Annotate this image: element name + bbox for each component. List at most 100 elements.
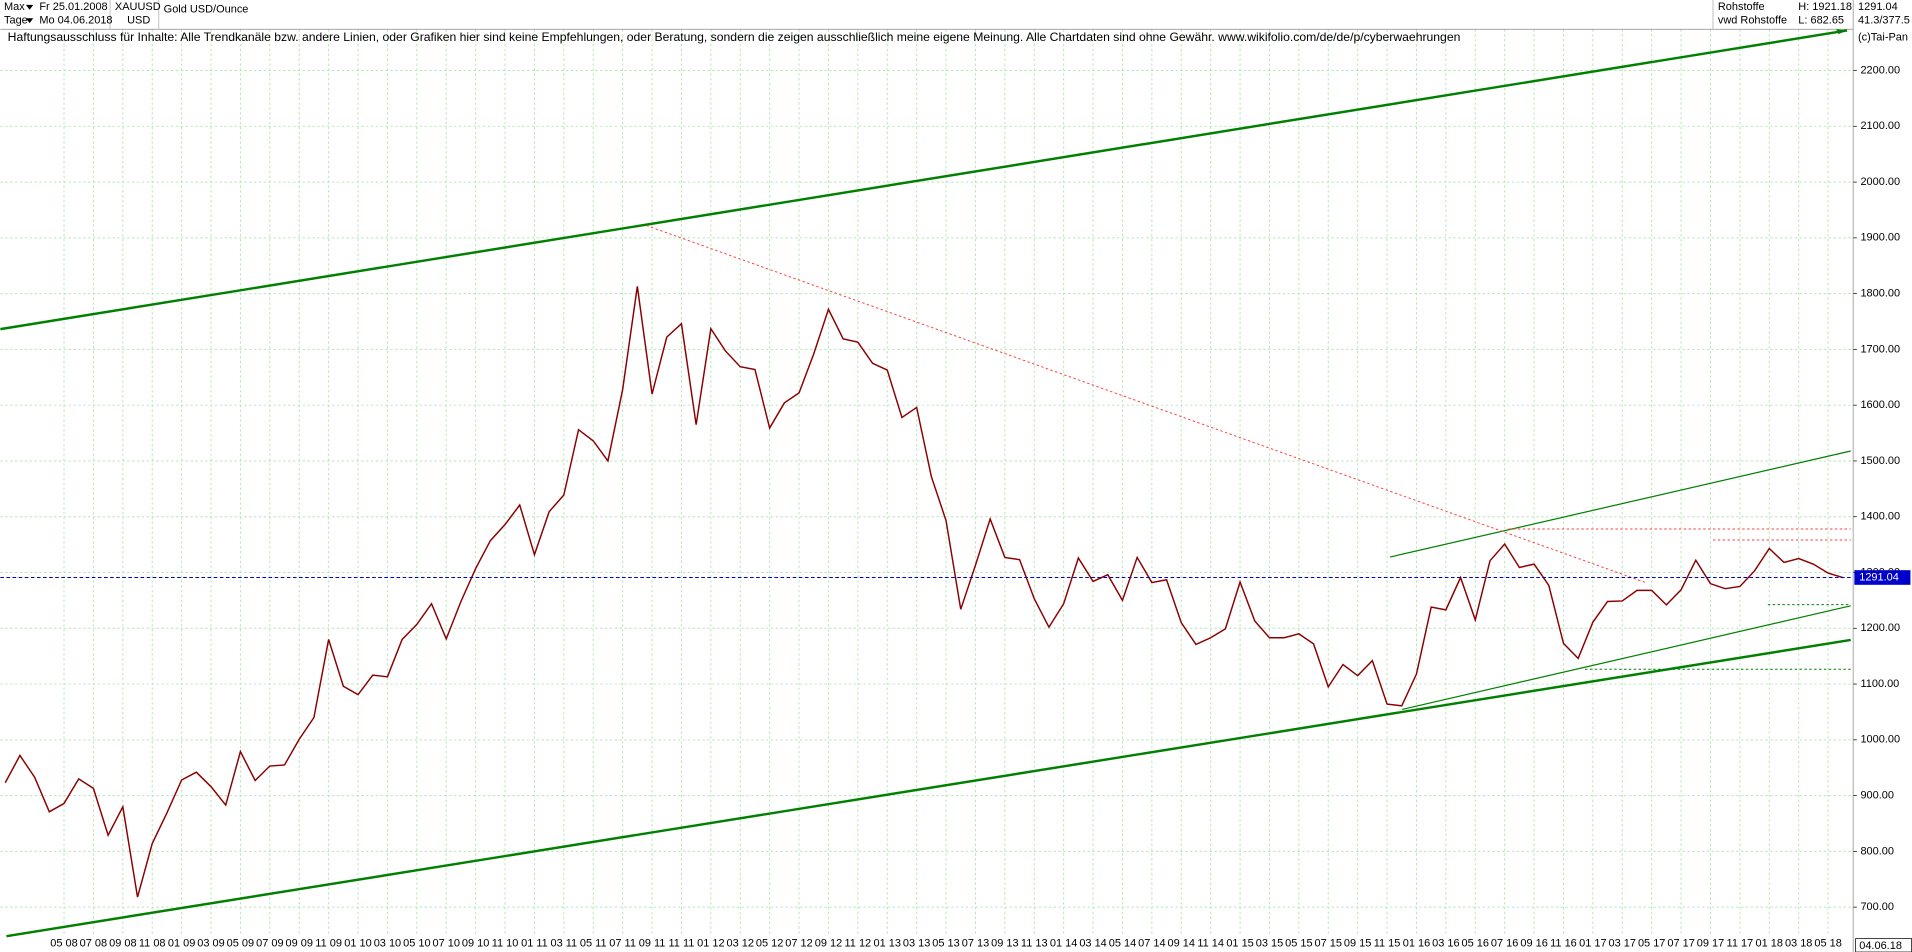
x-tick-label: 05 16 — [1462, 937, 1489, 949]
x-tick-label: 07 08 — [80, 937, 107, 949]
x-tick-label: 09 12 — [815, 937, 842, 949]
x-tick-label: 05 17 — [1638, 937, 1665, 949]
y-tick-label: 1700.00 — [1860, 343, 1900, 355]
y-tick-label: 2000.00 — [1860, 176, 1900, 188]
x-tick-label: 05 12 — [756, 937, 783, 949]
y-tick-label: 1900.00 — [1860, 232, 1900, 244]
x-tick-label: 01 14 — [1050, 937, 1077, 949]
period-select[interactable]: Tage — [4, 15, 28, 27]
trend-line — [1389, 450, 1851, 558]
trend-channel-upper — [0, 29, 1848, 331]
last-price-label: 1291.04 — [1859, 571, 1899, 583]
price-line — [4, 286, 1843, 898]
disclaimer: Haftungsausschluss für Inhalte: Alle Tre… — [8, 30, 1461, 44]
x-tick-label: 07 11 — [609, 937, 636, 949]
y-tick-label: 700.00 — [1860, 901, 1894, 913]
x-tick-label: 09 14 — [1168, 937, 1195, 949]
x-tick-label: 09 10 — [462, 937, 489, 949]
x-tick-label: 07 15 — [1315, 937, 1342, 949]
x-tick-label: 03 10 — [374, 937, 401, 949]
y-tick-label: 1100.00 — [1860, 678, 1899, 690]
x-tick-label: 09 13 — [991, 937, 1018, 949]
x-tick-label: 11 12 — [845, 937, 872, 949]
cursor-date: 04.06.18 — [1859, 940, 1902, 952]
x-tick-label: 07 12 — [785, 937, 812, 949]
x-tick-label: 09 15 — [1344, 937, 1371, 949]
currency: USD — [127, 15, 150, 27]
x-tick-label: 11 15 — [1374, 937, 1401, 949]
x-tick-label: 11 16 — [1550, 937, 1577, 949]
x-tick-label: 11 11 — [669, 937, 695, 949]
y-tick-label: 1800.00 — [1860, 288, 1900, 300]
grid: 700.00 800.00 900.00 1000.00 1100.00 1200.00 1… — [0, 29, 1900, 949]
symbol: XAUUSD — [115, 1, 161, 13]
x-tick-label: 11 09 — [315, 937, 342, 949]
header-bar — [0, 0, 1912, 30]
last-price: 1291.04 — [1858, 1, 1898, 13]
x-tick-label: 05 11 — [580, 937, 607, 949]
x-tick-label: 01 12 — [697, 937, 724, 949]
x-tick-label: 11 17 — [1727, 937, 1754, 949]
x-tick-label: 09 17 — [1697, 937, 1724, 949]
range-select[interactable]: Max — [4, 1, 25, 13]
x-tick-label: 03 13 — [903, 937, 930, 949]
marks: 1291.04 — [0, 286, 1911, 898]
resistance-line — [646, 225, 1647, 584]
high: H: 1921.18 — [1798, 1, 1852, 13]
y-tick-label: 1000.00 — [1860, 734, 1900, 746]
y-tick-label: 1600.00 — [1860, 399, 1900, 411]
chart-title: Gold USD/Ounce — [164, 4, 249, 16]
y-tick-label: 1500.00 — [1860, 455, 1900, 467]
x-tick-label: 03 14 — [1079, 937, 1106, 949]
trend-line — [1401, 605, 1851, 711]
x-tick-label: 01 13 — [874, 937, 901, 949]
x-tick-label: 11 10 — [492, 937, 519, 949]
x-tick-label: 09 08 — [109, 937, 136, 949]
x-tick-label: 01 15 — [1226, 937, 1253, 949]
x-tick-label: 07 17 — [1667, 937, 1694, 949]
trend-channel-lower — [6, 638, 1851, 938]
copyright: (c)Tai-Pan — [1858, 32, 1908, 44]
y-tick-label: 900.00 — [1860, 789, 1894, 801]
x-tick-label: 09 11 — [639, 937, 666, 949]
low: L: 682.65 — [1798, 15, 1844, 27]
y-tick-label: 1400.00 — [1860, 511, 1900, 523]
x-tick-label: 01 18 — [1756, 937, 1783, 949]
y-tick-label: 2100.00 — [1860, 120, 1900, 132]
x-tick-label: 03 18 — [1785, 937, 1812, 949]
x-tick-label: 01 09 — [168, 937, 195, 949]
x-tick-label: 03 17 — [1609, 937, 1636, 949]
x-tick-label: 07 16 — [1491, 937, 1518, 949]
source: vwd Rohstoffe — [1718, 15, 1787, 27]
scale: 41.3/377.5 — [1858, 15, 1910, 27]
x-tick-label: 01 10 — [344, 937, 371, 949]
trend-arrow — [1836, 29, 1848, 35]
x-tick-label: 05 14 — [1109, 937, 1136, 949]
x-tick-label: 03 16 — [1432, 937, 1459, 949]
y-tick-label: 1200.00 — [1860, 622, 1900, 634]
x-tick-label: 03 09 — [197, 937, 224, 949]
x-tick-label: 03 11 — [551, 937, 578, 949]
x-tick-label: 03 15 — [1256, 937, 1283, 949]
x-tick-label: 05 08 — [50, 937, 77, 949]
x-tick-label: 05 09 — [227, 937, 254, 949]
y-tick-label: 2200.00 — [1860, 64, 1900, 76]
x-tick-label: 07 14 — [1138, 937, 1165, 949]
x-tick-label: 11 08 — [139, 937, 166, 949]
x-tick-label: 07 09 — [256, 937, 283, 949]
group: Rohstoffe — [1718, 1, 1765, 13]
x-tick-label: 09 16 — [1520, 937, 1547, 949]
x-tick-label: 07 10 — [433, 937, 460, 949]
y-tick-label: 800.00 — [1860, 845, 1894, 857]
x-tick-label: 03 12 — [727, 937, 754, 949]
x-tick-label: 05 13 — [932, 937, 959, 949]
x-tick-label: 07 13 — [962, 937, 989, 949]
x-tick-label: 01 16 — [1403, 937, 1430, 949]
dropdown-arrow[interactable] — [25, 18, 34, 24]
dropdown-arrow[interactable] — [25, 4, 34, 10]
start-date: Fr 25.01.2008 — [39, 1, 107, 13]
x-tick-label: 09 09 — [286, 937, 313, 949]
